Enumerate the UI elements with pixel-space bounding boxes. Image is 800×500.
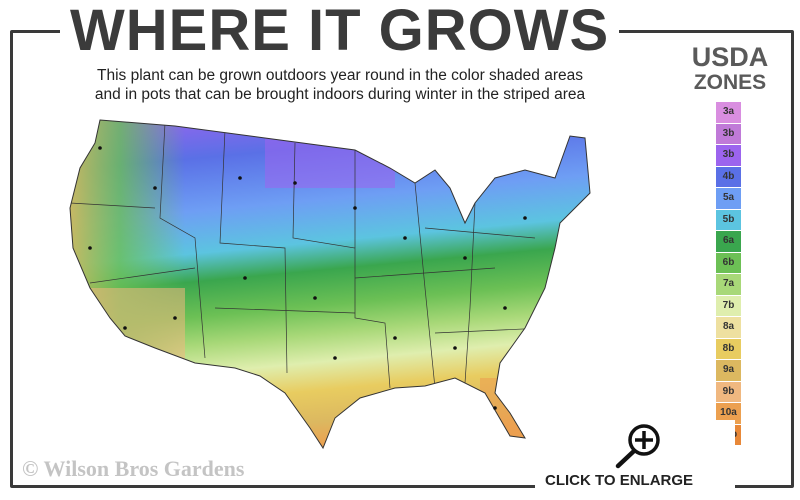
subtitle-line-1: This plant can be grown outdoors year ro… xyxy=(97,67,583,84)
copyright-watermark: © Wilson Bros Gardens xyxy=(22,456,245,481)
page-title: WHERE IT GROWS xyxy=(60,0,620,62)
legend-zone-10a: 10a xyxy=(716,403,741,424)
subtitle-line-2: and in pots that can be brought indoors … xyxy=(94,86,586,103)
usda-zone-map[interactable] xyxy=(55,108,615,453)
legend-title-zones: ZONES xyxy=(693,71,767,94)
legend-zone-4b: 4b xyxy=(716,166,741,187)
subtitle: This plant can be grown outdoors year ro… xyxy=(40,66,640,104)
legend-title: USDA ZONES xyxy=(680,42,780,95)
legend-zone-7b: 7b xyxy=(716,295,741,316)
legend-zone-9b: 9b xyxy=(716,381,741,402)
legend-zone-3b: 3b xyxy=(716,123,741,144)
legend-zone-3a: 3a xyxy=(716,102,741,123)
legend-zone-9a: 9a xyxy=(716,360,741,381)
west-coast-zones xyxy=(70,120,185,448)
legend-zone-5a: 5a xyxy=(716,188,741,209)
legend-zone-5b: 5b xyxy=(716,209,741,230)
legend-zone-7a: 7a xyxy=(716,274,741,295)
enlarge-label: CLICK TO ENLARGE xyxy=(545,472,694,489)
click-to-enlarge-button[interactable]: CLICK TO ENLARGE xyxy=(535,420,735,500)
legend-zone-8a: 8a xyxy=(716,317,741,338)
legend-title-usda: USDA xyxy=(691,42,769,72)
legend-zone-3b: 3b xyxy=(716,145,741,166)
city-markers xyxy=(88,146,527,410)
legend-zone-8b: 8b xyxy=(716,338,741,359)
zone-legend: 3a3b3b4b5a5b6a6b7a7b8a8b9a9b10a10b xyxy=(716,102,741,446)
state-borders xyxy=(70,122,546,389)
florida-zones xyxy=(480,378,540,448)
legend-zone-6a: 6a xyxy=(716,231,741,252)
legend-zone-6b: 6b xyxy=(716,252,741,273)
magnifier-plus-icon xyxy=(615,424,660,469)
